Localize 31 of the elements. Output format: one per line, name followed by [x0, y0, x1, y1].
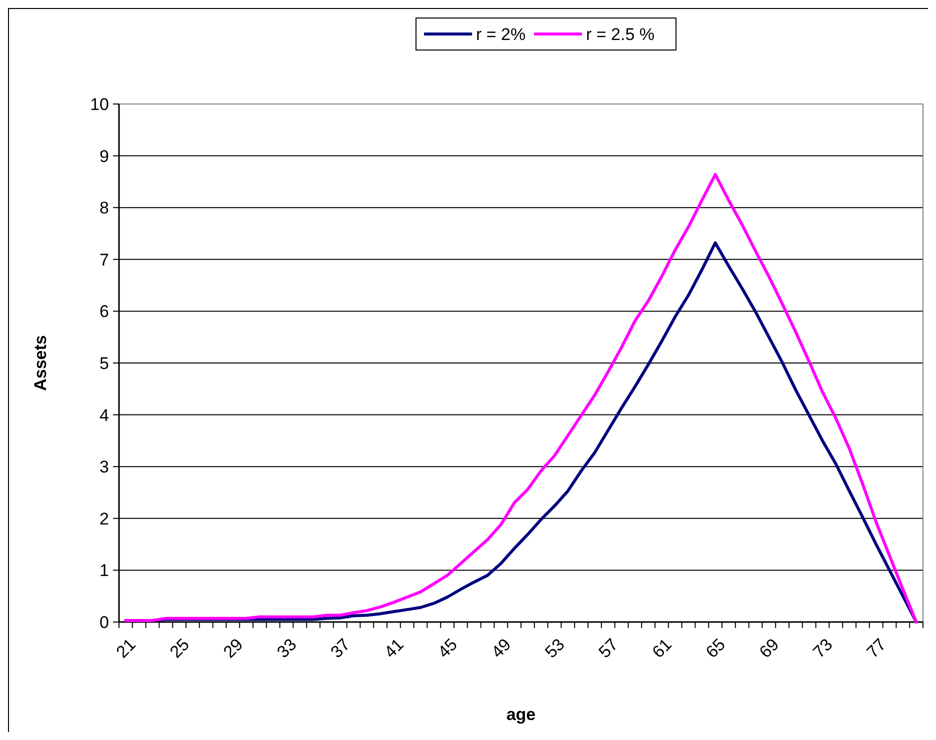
x-tick-label: 29	[220, 634, 247, 662]
y-tick-label: 4	[100, 406, 109, 425]
x-tick-label: 25	[166, 634, 194, 662]
y-axis-title: Assets	[31, 335, 50, 391]
x-tick-label: 45	[434, 634, 462, 662]
y-tick-label: 9	[100, 146, 109, 166]
x-tick-label: 33	[273, 634, 300, 662]
x-axis-title: age	[506, 705, 536, 724]
y-tick-label: 0	[100, 612, 109, 632]
x-tick-label: 77	[863, 634, 890, 662]
x-tick-label: 57	[595, 634, 622, 662]
x-tick-label: 61	[648, 634, 676, 662]
x-tick-label: 69	[756, 634, 783, 662]
y-tick-label: 10	[90, 94, 109, 114]
x-tick-label: 53	[541, 634, 568, 662]
y-tick-label: 6	[100, 302, 109, 322]
x-tick-label: 73	[809, 634, 836, 662]
legend-label: r = 2.5 %	[586, 24, 655, 44]
y-tick-label: 7	[100, 250, 109, 270]
legend-label: r = 2%	[476, 24, 526, 44]
x-tick-label: 49	[488, 634, 515, 662]
y-tick-label: 3	[100, 458, 109, 477]
y-tick-label: 2	[100, 509, 109, 528]
x-tick-label: 65	[702, 634, 730, 662]
line-series	[124, 172, 918, 624]
x-tick-label: 37	[327, 634, 354, 662]
y-tick-label: 1	[100, 561, 109, 580]
y-tick-label: 5	[100, 354, 109, 373]
x-tick-label: 41	[380, 634, 408, 662]
x-tick-label: 21	[112, 634, 140, 662]
y-tick-label: 8	[100, 198, 109, 218]
